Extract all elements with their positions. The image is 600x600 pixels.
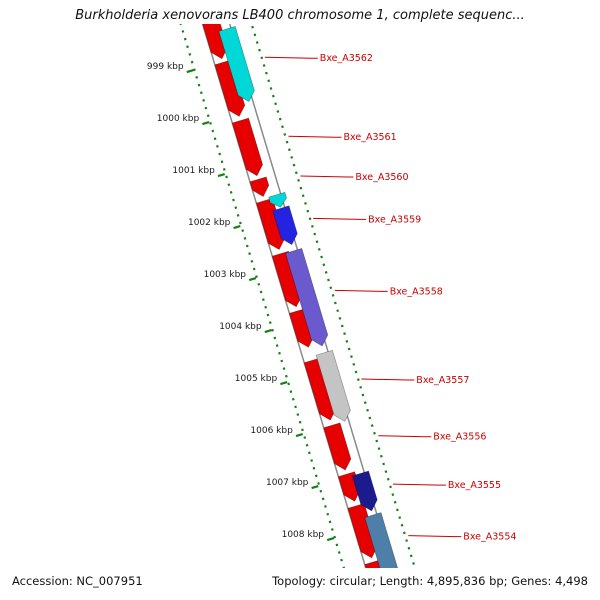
kbp-tick bbox=[233, 225, 241, 230]
guide-dotted-line-right bbox=[250, 24, 417, 568]
topology-stats-text: Topology: circular; Length: 4,895,836 bp… bbox=[272, 574, 588, 588]
gene-leader-line bbox=[361, 378, 415, 381]
gene-leader-line bbox=[264, 56, 318, 59]
gene-arrow[interactable] bbox=[268, 191, 287, 208]
gene-label-Bxe_A3561[interactable]: Bxe_A3561 bbox=[344, 132, 397, 143]
gene-label-Bxe_A3557[interactable]: Bxe_A3557 bbox=[416, 375, 469, 386]
kbp-tick bbox=[186, 69, 194, 74]
gene-label-Bxe_A3555[interactable]: Bxe_A3555 bbox=[448, 480, 501, 491]
kbp-label: 1006 kbp bbox=[250, 426, 293, 436]
gene-label-Bxe_A3560[interactable]: Bxe_A3560 bbox=[355, 172, 408, 183]
gene-label-Bxe_A3556[interactable]: Bxe_A3556 bbox=[433, 432, 486, 443]
kbp-tick bbox=[280, 381, 288, 386]
kbp-label: 1008 kbp bbox=[282, 530, 325, 540]
kbp-tick bbox=[326, 537, 335, 542]
kbp-label: 1000 kbp bbox=[157, 114, 200, 124]
gene-leader-line bbox=[334, 289, 388, 292]
kbp-label: 1001 kbp bbox=[172, 166, 215, 176]
gene-label-Bxe_A3558[interactable]: Bxe_A3558 bbox=[390, 286, 443, 297]
gene-leader-line bbox=[288, 135, 342, 138]
gene-label-Bxe_A3559[interactable]: Bxe_A3559 bbox=[368, 214, 421, 225]
kbp-label: 999 kbp bbox=[147, 62, 184, 72]
kbp-tick bbox=[248, 277, 257, 282]
gene-arrow-Bxe_A3556[interactable] bbox=[323, 422, 352, 471]
gene-leader-line bbox=[392, 483, 446, 486]
kbp-label: 1004 kbp bbox=[219, 322, 262, 332]
gene-leader-line bbox=[313, 217, 367, 220]
gene-leader-line bbox=[378, 435, 432, 438]
kbp-tick bbox=[311, 485, 319, 490]
sequence-title: Burkholderia xenovorans LB400 chromosome… bbox=[75, 8, 525, 23]
kbp-label: 1003 kbp bbox=[204, 270, 247, 280]
kbp-tick bbox=[264, 329, 272, 334]
gene-leader-line bbox=[300, 175, 354, 178]
kbp-tick bbox=[217, 173, 226, 178]
kbp-tick bbox=[202, 121, 210, 126]
gene-arrow-Bxe_A3560[interactable] bbox=[249, 176, 270, 197]
gene-arrow-Bxe_A3561[interactable] bbox=[231, 117, 263, 177]
accession-text: Accession: NC_007951 bbox=[12, 574, 143, 588]
kbp-label: 1005 kbp bbox=[235, 374, 278, 384]
gene-arrow-Bxe_A3555[interactable] bbox=[351, 470, 378, 512]
gene-arrow-Bxe_A3559[interactable] bbox=[272, 205, 298, 246]
kbp-label: 1002 kbp bbox=[188, 218, 231, 228]
kbp-tick bbox=[295, 433, 304, 438]
kbp-label: 1007 kbp bbox=[266, 478, 309, 488]
gene-arrow-Bxe_A3562[interactable] bbox=[218, 25, 255, 103]
gene-arrow-Bxe_A3557[interactable] bbox=[315, 349, 351, 422]
gene-arrow-Bxe_A3558[interactable] bbox=[285, 247, 329, 347]
gene-leader-line bbox=[408, 535, 462, 538]
track-clip-group bbox=[179, 24, 417, 588]
gene-label-Bxe_A3562[interactable]: Bxe_A3562 bbox=[320, 53, 373, 64]
gene-label-Bxe_A3554[interactable]: Bxe_A3554 bbox=[463, 532, 516, 543]
gene-arrow-Bxe_A3554[interactable] bbox=[364, 512, 401, 588]
